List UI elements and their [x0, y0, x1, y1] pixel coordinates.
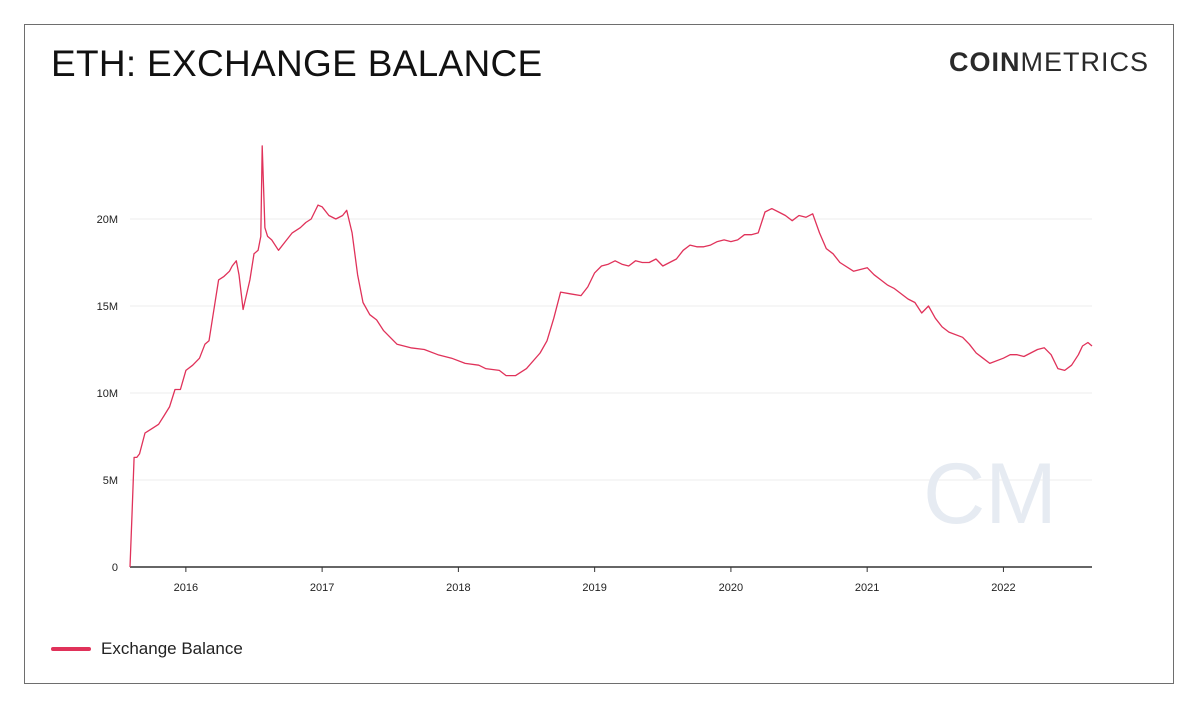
series-line-exchange-balance: [129, 145, 1093, 568]
watermark: CM: [923, 446, 1057, 542]
y-tick-label: 10M: [97, 388, 118, 400]
y-tick-label: 5M: [103, 475, 118, 487]
gridlines: [130, 218, 1092, 481]
brand-logo-light: METRICS: [1020, 47, 1149, 77]
y-tick-label: 0: [112, 562, 118, 574]
chart-title: ETH: EXCHANGE BALANCE: [51, 43, 543, 84]
legend-swatch: [51, 647, 91, 651]
brand-logo: COINMETRICS: [949, 47, 1149, 78]
x-tick-label: 2016: [174, 582, 198, 594]
x-tick-label: 2020: [719, 582, 743, 594]
x-tick-label: 2017: [310, 582, 334, 594]
x-tick-label: 2022: [991, 582, 1015, 594]
x-tick-label: 2021: [855, 582, 879, 594]
y-axis-ticks: 0 5M 10M 15M 20M: [97, 214, 118, 574]
x-tick-label: 2019: [582, 582, 606, 594]
watermark-text: CM: [923, 446, 1057, 542]
legend: Exchange Balance: [51, 639, 243, 659]
y-tick-label: 15M: [97, 301, 118, 313]
chart-card: ETH: EXCHANGE BALANCE COINMETRICS Exchan…: [24, 24, 1174, 684]
legend-label: Exchange Balance: [101, 639, 243, 658]
x-tick-label: 2018: [446, 582, 470, 594]
brand-logo-bold: COIN: [949, 47, 1021, 77]
x-axis-ticks: 2016 2017 2018 2019 2020 2021 2022: [174, 567, 1016, 594]
y-tick-label: 20M: [97, 214, 118, 226]
